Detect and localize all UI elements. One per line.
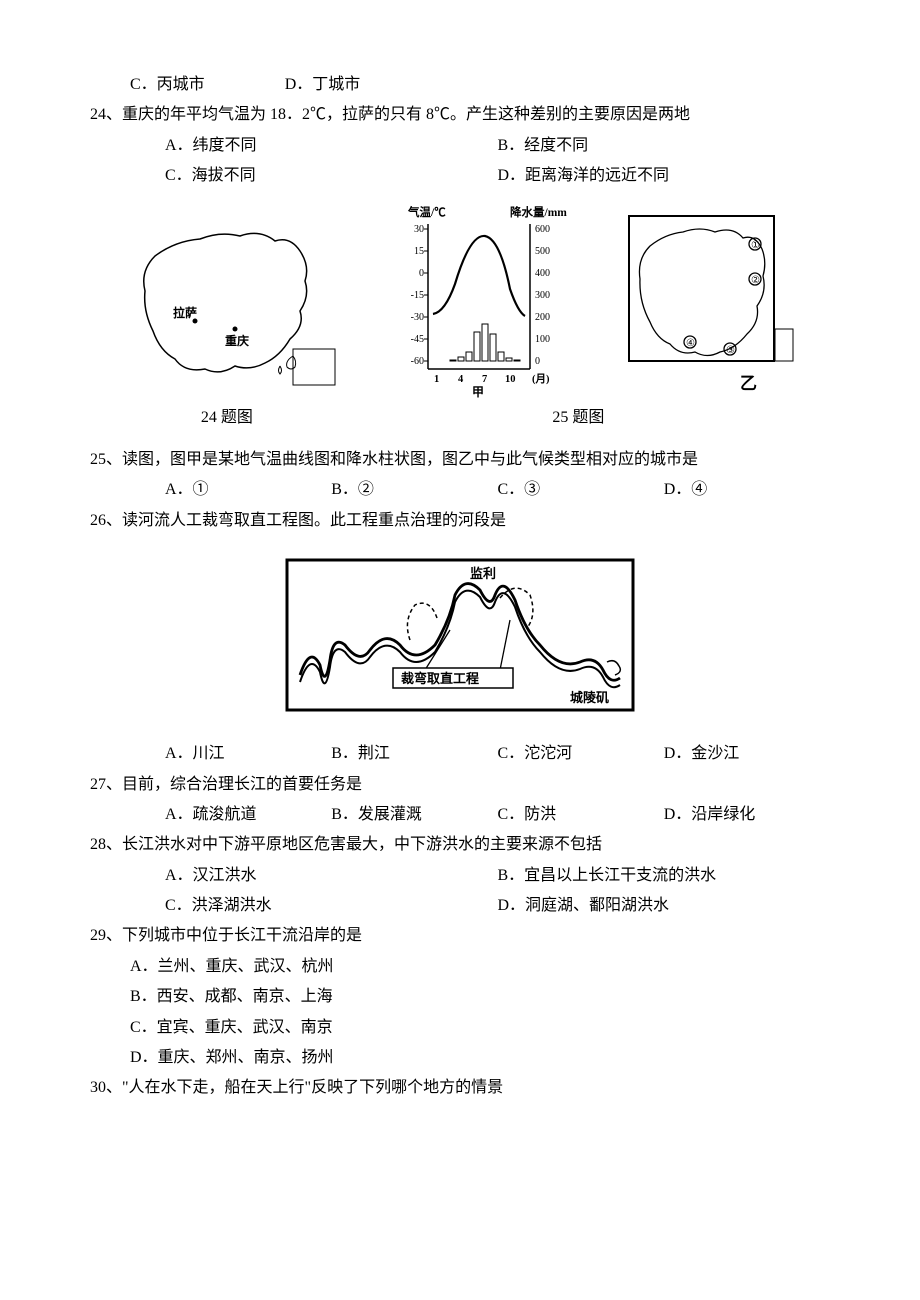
q24-d: D．距离海洋的远近不同 (498, 161, 831, 191)
figure25-chart: 气温/℃ 降水量/mm 30 15 0 -15 -30 -45 -60 600 … (390, 204, 575, 399)
q26-d: D．金沙江 (664, 739, 830, 769)
svg-text:500: 500 (535, 246, 550, 257)
q29-b: B．西安、成都、南京、上海 (90, 982, 830, 1012)
q28-c: C．洪泽湖洪水 (165, 891, 498, 921)
q27-d: D．沿岸绿化 (664, 800, 830, 830)
svg-text:甲: 甲 (472, 385, 484, 399)
svg-text:-30: -30 (411, 312, 424, 323)
q23-option-cd: C．丙城市 D．丁城市 (90, 70, 830, 100)
svg-text:100: 100 (535, 334, 550, 345)
q26-a: A．川江 (165, 739, 331, 769)
q27-options: A．疏浚航道 B．发展灌溉 C．防洪 D．沿岸绿化 (90, 800, 830, 830)
q30-stem: 30、"人在水下走，船在天上行"反映了下列哪个地方的情景 (90, 1073, 830, 1103)
q28-a: A．汉江洪水 (165, 861, 498, 891)
svg-text:7: 7 (482, 374, 487, 385)
svg-text:1: 1 (434, 374, 439, 385)
q24-row1: A．纬度不同 B．经度不同 (90, 131, 830, 161)
q27-stem: 27、目前，综合治理长江的首要任务是 (90, 770, 830, 800)
svg-text:30: 30 (414, 224, 424, 235)
q29-d: D．重庆、郑州、南京、扬州 (90, 1043, 830, 1073)
svg-text:城陵矶: 城陵矶 (570, 690, 609, 705)
q27-c: C．防洪 (498, 800, 664, 830)
q25-options: A．① B．② C．③ D．④ (90, 475, 830, 505)
opt-d: D．丁城市 (285, 76, 361, 93)
svg-text:0: 0 (535, 356, 540, 367)
q28-row2: C．洪泽湖洪水 D．洞庭湖、鄱阳湖洪水 (90, 891, 830, 921)
q24-stem: 24、重庆的年平均气温为 18．2℃，拉萨的只有 8℃。产生这种差别的主要原因是… (90, 100, 830, 130)
q29-a: A．兰州、重庆、武汉、杭州 (90, 952, 830, 982)
svg-text:4: 4 (458, 374, 464, 385)
q26-options: A．川江 B．荆江 C．沱沱河 D．金沙江 (90, 739, 830, 769)
svg-text:300: 300 (535, 290, 550, 301)
svg-text:400: 400 (535, 268, 550, 279)
svg-text:-15: -15 (411, 290, 424, 301)
q24-b: B．经度不同 (498, 131, 831, 161)
q24-row2: C．海拔不同 D．距离海洋的远近不同 (90, 161, 830, 191)
q28-stem: 28、长江洪水对中下游平原地区危害最大，中下游洪水的主要来源不包括 (90, 830, 830, 860)
q25-b: B．② (331, 475, 497, 505)
svg-text:(月): (月) (532, 373, 550, 385)
q29-stem: 29、下列城市中位于长江干流沿岸的是 (90, 921, 830, 951)
q28-b: B．宜昌以上长江干支流的洪水 (498, 861, 831, 891)
figure25-map: ① ② ③ ④ 乙 (625, 204, 795, 399)
svg-text:600: 600 (535, 224, 550, 235)
figure24-map: 拉萨 重庆 (125, 211, 340, 391)
q28-d: D．洞庭湖、鄱阳湖洪水 (498, 891, 831, 921)
q24-a: A．纬度不同 (165, 131, 498, 161)
svg-text:0: 0 (419, 268, 424, 279)
q29-c: C．宜宾、重庆、武汉、南京 (90, 1013, 830, 1043)
svg-text:-60: -60 (411, 356, 424, 367)
figure-labels: 24 题图 25 题图 (90, 403, 830, 433)
svg-text:监利: 监利 (470, 566, 496, 581)
svg-text:裁弯取直工程: 裁弯取直工程 (401, 671, 479, 686)
figure-row-24-25: 拉萨 重庆 气温/℃ 降水量/mm 30 15 0 -15 -30 -45 -6… (90, 204, 830, 399)
svg-text:乙: 乙 (740, 374, 757, 393)
svg-text:气温/℃: 气温/℃ (407, 205, 446, 219)
q25-d: D．④ (664, 475, 830, 505)
q25-stem: 25、读图，图甲是某地气温曲线图和降水柱状图，图乙中与此气候类型相对应的城市是 (90, 445, 830, 475)
fig25-label: 25 题图 (364, 403, 793, 433)
q27-b: B．发展灌溉 (331, 800, 497, 830)
q26-b: B．荆江 (331, 739, 497, 769)
svg-text:200: 200 (535, 312, 550, 323)
q26-c: C．沱沱河 (498, 739, 664, 769)
svg-text:③: ③ (726, 345, 735, 356)
q26-figure: 监利 裁弯取直工程 城陵矶 (90, 550, 830, 725)
fig24-label: 24 题图 (90, 403, 364, 433)
q26-stem: 26、读河流人工裁弯取直工程图。此工程重点治理的河段是 (90, 506, 830, 536)
chongqing-label: 重庆 (225, 333, 249, 348)
svg-text:①: ① (751, 240, 760, 251)
q27-a: A．疏浚航道 (165, 800, 331, 830)
q25-a: A．① (165, 475, 331, 505)
q25-c: C．③ (498, 475, 664, 505)
q28-row1: A．汉江洪水 B．宜昌以上长江干支流的洪水 (90, 861, 830, 891)
opt-c: C．丙城市 (130, 76, 205, 93)
svg-text:降水量/mm: 降水量/mm (510, 205, 567, 219)
svg-text:10: 10 (505, 374, 516, 385)
lasa-label: 拉萨 (173, 305, 197, 320)
svg-text:15: 15 (414, 246, 424, 257)
q24-c: C．海拔不同 (165, 161, 498, 191)
svg-text:④: ④ (686, 338, 695, 349)
svg-text:②: ② (751, 275, 760, 286)
svg-text:-45: -45 (411, 334, 424, 345)
